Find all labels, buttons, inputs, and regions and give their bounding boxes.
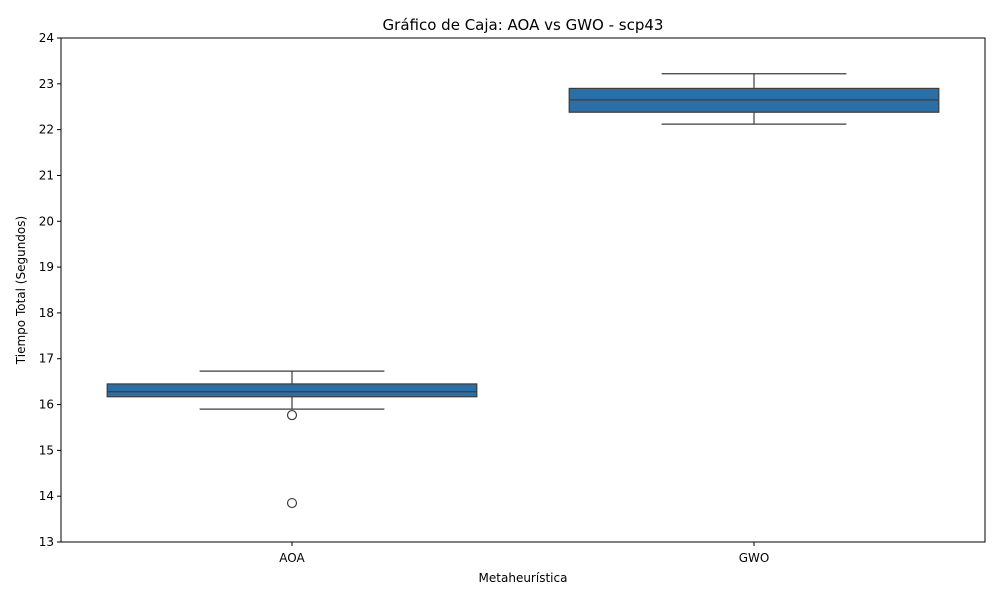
y-tick-label: 18 bbox=[39, 306, 54, 320]
box-group-aoa bbox=[106, 370, 478, 509]
y-tick-label: 23 bbox=[39, 77, 54, 91]
y-tick-label: 22 bbox=[39, 123, 54, 137]
y-tick-label: 21 bbox=[39, 168, 54, 182]
x-axis: AOA GWO bbox=[279, 542, 769, 565]
chart-title: Gráfico de Caja: AOA vs GWO - scp43 bbox=[383, 16, 664, 34]
x-axis-label: Metaheurística bbox=[479, 571, 568, 585]
outlier-point bbox=[286, 409, 298, 421]
outlier-point bbox=[286, 497, 298, 509]
iqr-box bbox=[106, 383, 478, 398]
y-tick-label: 17 bbox=[39, 352, 54, 366]
y-tick-label: 15 bbox=[39, 443, 54, 457]
plot-frame bbox=[60, 37, 986, 543]
y-tick-label: 16 bbox=[39, 398, 54, 412]
y-tick-label: 24 bbox=[39, 31, 54, 45]
box-group-gwo bbox=[568, 73, 940, 125]
y-tick-label: 19 bbox=[39, 260, 54, 274]
x-tick-label: GWO bbox=[739, 551, 770, 565]
x-tick-label: AOA bbox=[279, 551, 305, 565]
plot-area bbox=[106, 73, 940, 509]
y-tick-label: 13 bbox=[39, 535, 54, 549]
y-tick-label: 20 bbox=[39, 214, 54, 228]
y-axis: 13 14 15 16 17 18 19 20 21 22 23 24 bbox=[39, 31, 61, 549]
y-tick-label: 14 bbox=[39, 489, 54, 503]
y-axis-label: Tiempo Total (Segundos) bbox=[14, 216, 28, 365]
